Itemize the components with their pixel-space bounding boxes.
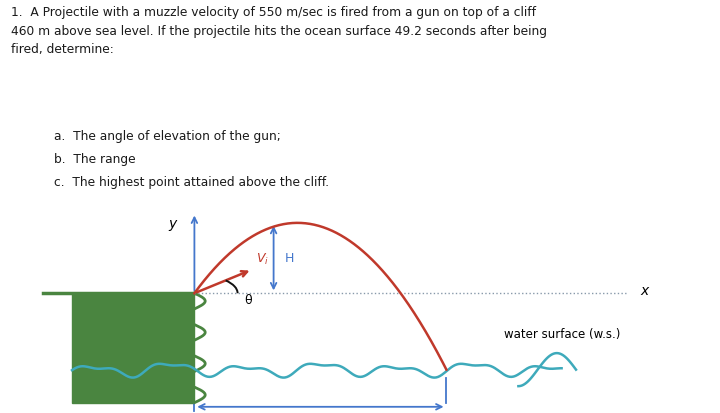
Text: y: y	[168, 217, 177, 231]
Text: H: H	[284, 252, 294, 265]
Text: water surface (w.s.): water surface (w.s.)	[504, 328, 621, 341]
Text: b.  The range: b. The range	[54, 153, 135, 166]
Text: x: x	[641, 284, 649, 298]
Text: a.  The angle of elevation of the gun;: a. The angle of elevation of the gun;	[54, 130, 281, 143]
Text: θ: θ	[245, 294, 252, 307]
Text: 1.  A Projectile with a muzzle velocity of 550 m/sec is fired from a gun on top : 1. A Projectile with a muzzle velocity o…	[11, 6, 546, 56]
Text: c.  The highest point attained above the cliff.: c. The highest point attained above the …	[54, 176, 329, 188]
Polygon shape	[72, 293, 194, 403]
Text: $V_i$: $V_i$	[256, 252, 269, 268]
